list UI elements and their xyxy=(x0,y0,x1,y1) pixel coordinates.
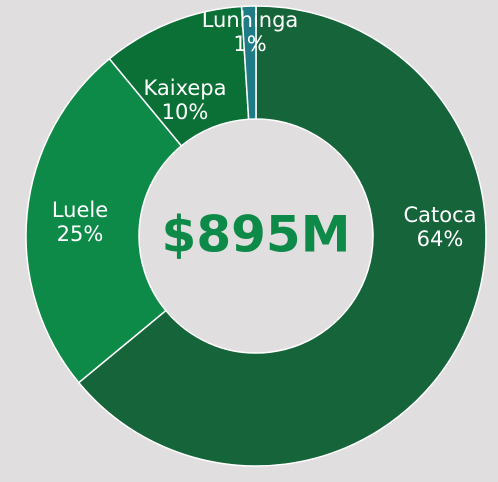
slice xyxy=(240,5,257,121)
center-label: $895M xyxy=(162,206,351,264)
donut xyxy=(25,5,487,467)
slice xyxy=(77,5,487,467)
slice-value-label: 64% xyxy=(417,227,464,251)
slice-value-label: 25% xyxy=(57,222,104,246)
slice-value-label: 1% xyxy=(233,32,266,56)
slice-label: Catoca xyxy=(403,203,476,227)
slice-label: Lunhinga xyxy=(202,8,299,32)
slice-label: Kaixepa xyxy=(143,76,226,100)
slice-value-label: 10% xyxy=(162,100,209,124)
slice xyxy=(25,57,183,384)
slice-label: Luele xyxy=(52,198,108,222)
